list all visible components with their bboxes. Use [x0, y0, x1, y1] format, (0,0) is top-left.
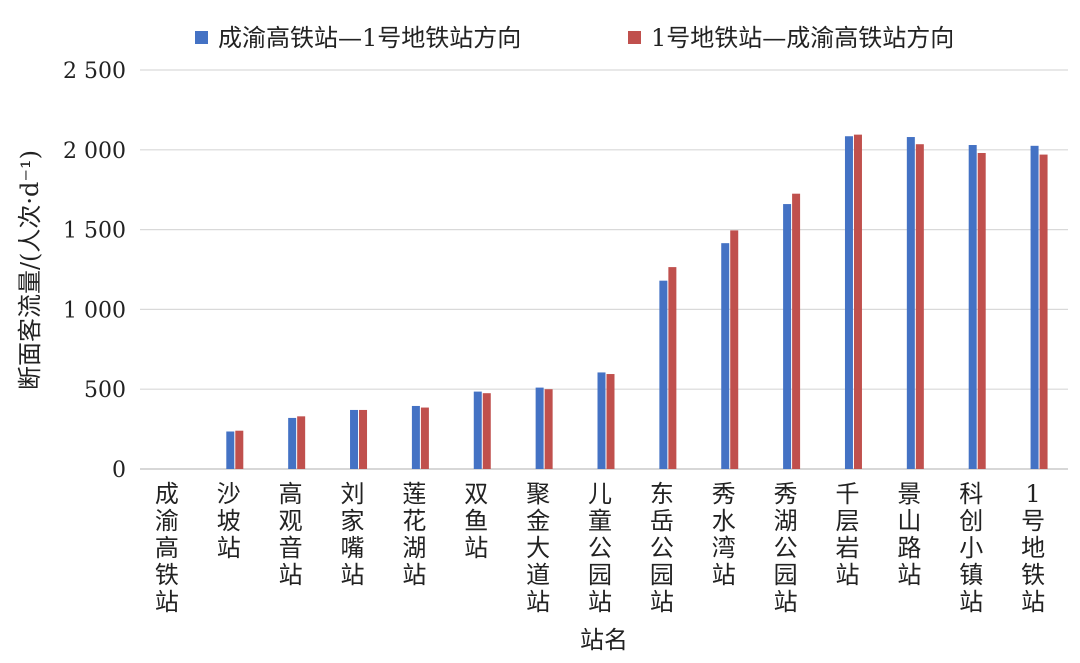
bar-series-2: [730, 230, 739, 469]
y-tick-label: 1 500: [63, 219, 126, 244]
bar-series-2: [359, 409, 368, 469]
x-tick-label: 成渝高铁站: [155, 480, 179, 616]
bar-series-1: [721, 243, 730, 469]
bar-series-1: [473, 391, 482, 469]
y-axis: 0 500 1 000 1 500 2 000 2 500: [63, 59, 126, 483]
y-axis-title: 断面客流量/(人次·d⁻¹): [16, 150, 44, 390]
bar-series-1: [844, 136, 853, 469]
x-tick-label: 科创小镇站: [959, 480, 983, 616]
x-tick-label: 刘家嘴站: [341, 480, 365, 589]
bar-series-2: [977, 152, 986, 469]
y-tick-label: 2 000: [63, 139, 126, 164]
bar-series-2: [606, 374, 615, 469]
bar-series-2: [668, 267, 677, 469]
y-tick-label: 0: [112, 458, 126, 483]
bar-series-2: [1039, 154, 1048, 469]
x-tick-label: 莲花湖站: [402, 480, 426, 589]
bar-series-2: [235, 430, 244, 469]
bar-series-2: [915, 144, 924, 470]
bar-series-1: [288, 417, 297, 469]
x-tick-label: 儿童公园站: [588, 480, 612, 616]
x-tick-label: 高观音站: [279, 480, 303, 589]
bar-series-2: [853, 134, 862, 469]
bar-series-1: [226, 431, 235, 469]
bar-series-1: [1030, 145, 1039, 469]
bar-series-2: [544, 389, 553, 469]
x-tick-label: 景山路站: [897, 480, 921, 589]
bar-series-2: [420, 407, 429, 469]
y-tick-label: 1 000: [63, 298, 126, 323]
x-axis-title: 站名: [580, 626, 628, 654]
legend-label-series-2: 1号地铁站—成渝高铁站方向: [651, 24, 954, 52]
x-tick-label: 沙坡站: [217, 480, 241, 562]
bar-series-1: [411, 405, 420, 469]
bar-series-1: [350, 409, 359, 469]
bar-series-1: [659, 280, 668, 469]
bar-series-1: [783, 204, 792, 469]
x-tick-label: 东岳公园站: [650, 480, 674, 616]
bar-series-1: [968, 145, 977, 469]
bar-series-2: [297, 416, 306, 469]
x-tick-label: 千层岩站: [835, 480, 859, 589]
bar-series-1: [535, 387, 544, 469]
x-tick-label: 1 号地铁站: [1021, 480, 1045, 616]
x-tick-label: 秀水湾站: [712, 480, 736, 589]
x-tick-label: 聚金大道站: [526, 480, 550, 616]
legend-swatch-series-1: [195, 31, 208, 44]
bars: [226, 134, 1048, 470]
y-tick-label: 2 500: [63, 59, 126, 84]
bar-series-1: [597, 372, 606, 469]
x-tick-label: 秀湖公园站: [774, 480, 798, 616]
legend: 成渝高铁站—1号地铁站方向 1号地铁站—成渝高铁站方向: [195, 24, 954, 52]
bar-series-2: [792, 193, 801, 469]
bar-series-2: [482, 393, 491, 469]
x-axis: 成渝高铁站 沙坡站 高观音站 刘家嘴站 莲花湖站 双鱼站 聚金大道站 儿童公园站 东岳公园站 秀水…: [155, 480, 1045, 616]
legend-label-series-1: 成渝高铁站—1号地铁站方向: [218, 24, 521, 52]
legend-swatch-series-2: [628, 31, 641, 44]
x-tick-label: 双鱼站: [464, 480, 488, 562]
y-tick-label: 500: [84, 378, 126, 403]
bar-series-1: [906, 137, 915, 470]
